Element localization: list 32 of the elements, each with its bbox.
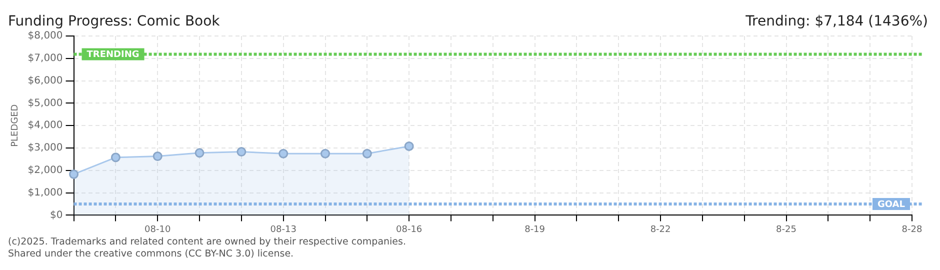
chart-subtitle: Trending: $7,184 (1436%) (744, 14, 928, 30)
y-tick-label: $4,000 (28, 120, 63, 132)
point (152, 152, 162, 162)
point (278, 148, 288, 158)
x-tick-label: 08-13 (270, 224, 296, 235)
x-tick-label: 08-16 (396, 224, 422, 235)
x-tick-label: 08-10 (144, 224, 171, 235)
point (110, 152, 120, 162)
y-tick-label: $6,000 (28, 75, 63, 86)
x-tick-label: 8-28 (902, 224, 922, 235)
y-tick-label: $7,000 (28, 52, 63, 64)
point (194, 148, 204, 158)
ref-line-label: TRENDING (86, 50, 140, 60)
point (362, 148, 372, 158)
text: (c)2025. Trademarks and related content are owned by their respective companies. (8, 236, 406, 248)
y-tick-label: $0 (50, 210, 63, 221)
point (404, 141, 414, 151)
y-tick-label: $8,000 (28, 30, 63, 42)
point (320, 148, 330, 158)
y-tick-label: $2,000 (28, 164, 63, 176)
chart-title: Funding Progress: Comic Book (8, 14, 221, 30)
ref-line-label: GOAL (878, 200, 906, 210)
x-tick-label: 8-25 (776, 224, 796, 235)
x-tick-label: 8-22 (650, 224, 671, 235)
y-tick-label: $1,000 (28, 187, 63, 198)
point (236, 147, 246, 157)
text: Shared under the creative commons (CC BY-NC 3.0) license. (8, 248, 294, 260)
point (69, 169, 79, 179)
y-axis-title: PLEDGED (10, 104, 21, 147)
y-tick-label: $3,000 (28, 142, 63, 154)
x-tick-label: 8-19 (524, 224, 546, 235)
y-tick-label: $5,000 (28, 98, 63, 109)
